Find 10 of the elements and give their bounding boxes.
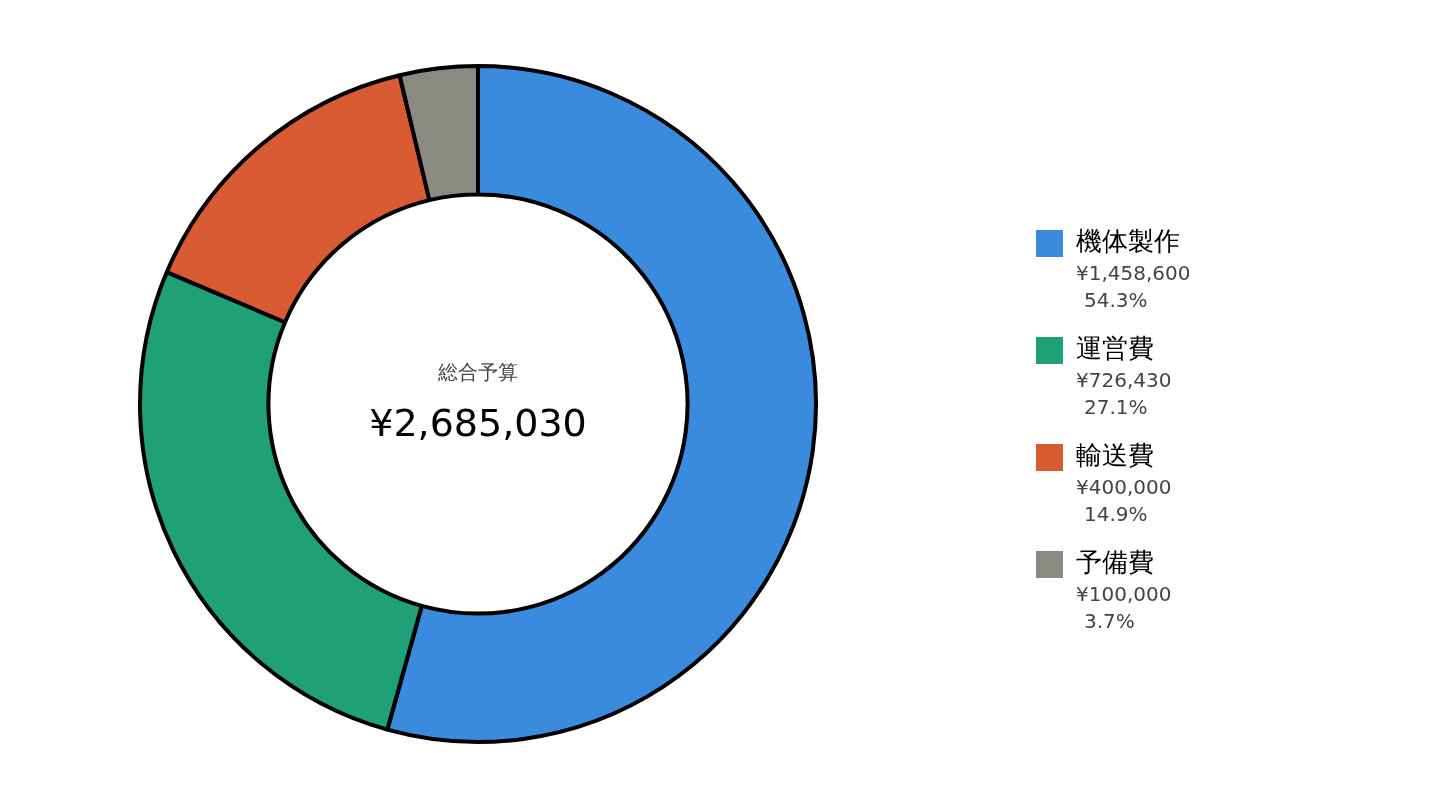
data-label: ¥1,458,600 54.3% (1076, 261, 1191, 313)
data-label: ¥100,000 3.7% (1076, 582, 1172, 634)
legend-label: 予備費 (1076, 547, 1154, 578)
data-label: ¥400,000 14.9% (1076, 475, 1172, 527)
legend-label: 機体製作 (1076, 226, 1180, 257)
text: 総合予算 (437, 360, 518, 385)
legend-label: 運営費 (1076, 333, 1154, 364)
data-label: ¥726,430 27.1% (1076, 368, 1172, 420)
text: ¥2,685,030 (369, 400, 587, 445)
legend-label: 輸送費 (1076, 440, 1154, 471)
